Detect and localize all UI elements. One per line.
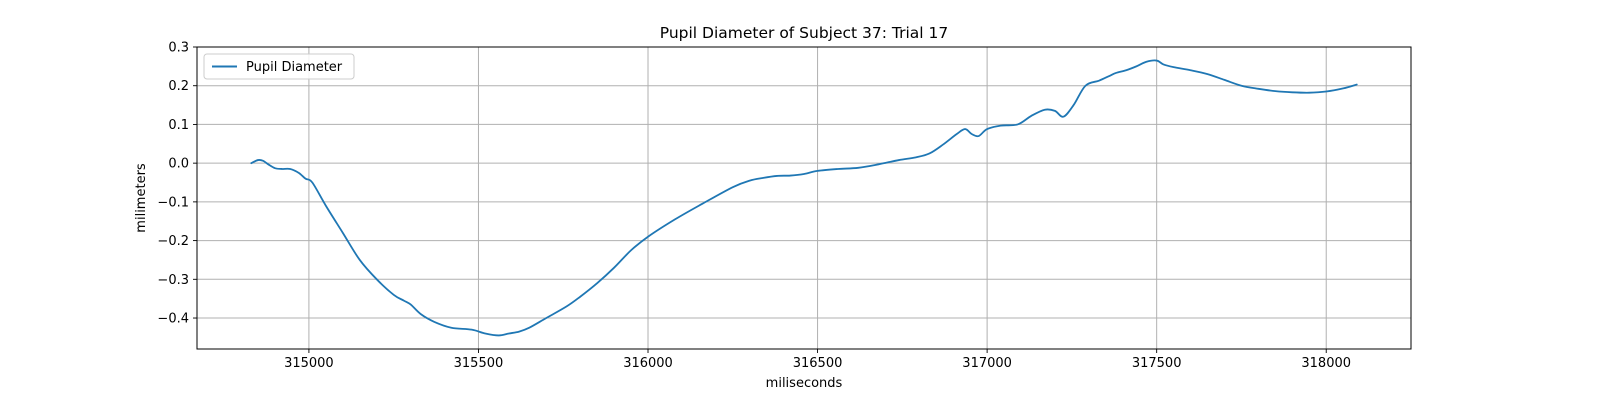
x-tick-label: 315000 xyxy=(284,356,334,371)
x-axis-ticks: 315000 315500 316000 316500 317000 317500 3180… xyxy=(284,349,1351,371)
y-tick-label: 0.1 xyxy=(168,118,189,133)
y-tick-label: 0.2 xyxy=(168,79,189,94)
x-tick-label: 317000 xyxy=(962,356,1012,371)
x-tick-label: 315500 xyxy=(454,356,504,371)
plot-area-frame xyxy=(196,46,1412,350)
y-tick-label: −0.2 xyxy=(157,234,189,249)
legend-box xyxy=(203,53,355,80)
y-tick-label: 0.3 xyxy=(168,41,189,56)
x-tick-label: 317500 xyxy=(1132,356,1182,371)
legend-label-pupil-diameter: Pupil Diameter xyxy=(246,60,343,75)
series-layer xyxy=(250,59,1358,337)
x-tick-label: 316500 xyxy=(793,356,843,371)
y-tick-label: −0.3 xyxy=(157,273,189,288)
series-line-0 xyxy=(250,59,1358,337)
x-tick-label: 318000 xyxy=(1301,356,1351,371)
chart-title: Pupil Diameter of Subject 37: Trial 17 xyxy=(660,24,949,42)
y-axis-ticks: −0.4 −0.3 −0.2 −0.1 0.0 0.1 0.2 0.3 xyxy=(157,41,197,327)
x-tick-label: 316000 xyxy=(623,356,673,371)
y-tick-label: −0.1 xyxy=(157,195,189,210)
y-tick-label: 0.0 xyxy=(168,157,189,172)
y-axis-title: milimeters xyxy=(134,163,149,233)
grid xyxy=(197,46,1411,349)
y-tick-label: −0.4 xyxy=(157,312,189,327)
legend: Pupil Diameter xyxy=(203,53,355,80)
x-axis-title: miliseconds xyxy=(766,376,843,391)
